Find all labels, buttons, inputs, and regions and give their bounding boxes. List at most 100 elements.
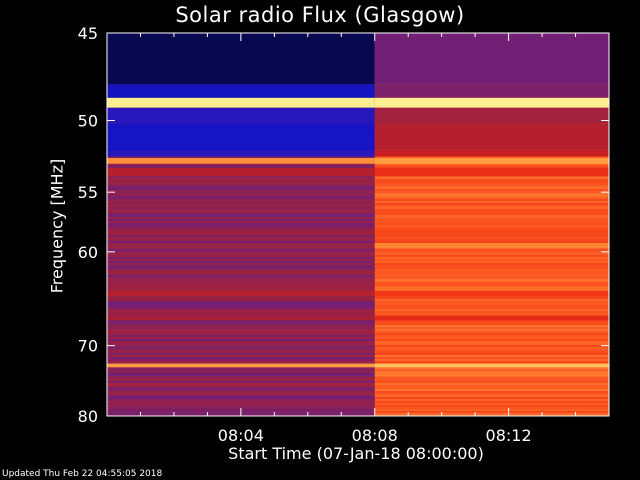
texture-row	[374, 381, 609, 383]
texture-row	[374, 281, 609, 283]
texture-row	[107, 229, 375, 231]
texture-row	[374, 221, 609, 223]
texture-row	[374, 165, 609, 167]
axis-ticks: 45 50 55 60 70 80 08:04 08:08 08:12	[78, 24, 609, 445]
texture-row	[107, 281, 375, 283]
texture-row	[374, 397, 609, 399]
texture-row	[374, 307, 609, 309]
texture-row	[374, 287, 609, 289]
texture-row	[374, 255, 609, 257]
texture-row	[374, 367, 609, 369]
texture-row	[107, 225, 375, 227]
texture-row	[107, 193, 375, 195]
texture-row	[374, 211, 609, 213]
texture-row	[107, 205, 375, 207]
texture-row	[107, 181, 375, 183]
texture-row	[107, 183, 375, 185]
texture-row	[107, 309, 375, 311]
texture-row	[374, 219, 609, 221]
texture-row	[374, 377, 609, 379]
texture-row	[107, 327, 375, 329]
texture-row	[107, 383, 375, 385]
texture-row	[107, 285, 375, 287]
texture-row	[374, 259, 609, 261]
spectrogram-heatmap	[107, 33, 609, 416]
texture-row	[107, 273, 375, 275]
texture-row	[374, 395, 609, 397]
texture-row	[374, 227, 609, 229]
texture-row	[107, 287, 375, 289]
texture-row	[107, 241, 375, 243]
texture-row	[107, 389, 375, 391]
texture-row	[374, 309, 609, 311]
texture-row	[374, 177, 609, 179]
texture-row	[107, 301, 375, 303]
texture-row	[107, 185, 375, 187]
texture-row	[107, 289, 375, 291]
texture-row	[374, 329, 609, 331]
frequency-band	[107, 290, 375, 296]
frequency-band	[107, 97, 375, 108]
texture-row	[374, 403, 609, 405]
texture-row	[374, 321, 609, 323]
texture-row	[107, 401, 375, 403]
texture-row	[107, 295, 375, 297]
texture-row	[107, 253, 375, 255]
texture-row	[107, 259, 375, 261]
texture-row	[374, 311, 609, 313]
texture-row	[374, 323, 609, 325]
texture-row	[374, 251, 609, 253]
texture-row	[374, 215, 609, 217]
texture-row	[374, 267, 609, 269]
texture-row	[107, 279, 375, 281]
texture-row	[107, 233, 375, 235]
texture-row	[107, 321, 375, 323]
x-axis-label: Start Time (07-Jan-18 08:00:00)	[228, 444, 484, 463]
texture-row	[107, 165, 375, 167]
texture-row	[374, 223, 609, 225]
texture-row	[107, 231, 375, 233]
texture-row	[107, 323, 375, 325]
texture-row	[374, 207, 609, 209]
frequency-band	[107, 107, 375, 124]
texture-row	[374, 339, 609, 341]
texture-row	[107, 331, 375, 333]
texture-row	[107, 271, 375, 273]
y-tick-label: 80	[78, 407, 98, 426]
texture-row	[374, 333, 609, 335]
texture-row	[107, 211, 375, 213]
texture-row	[107, 397, 375, 399]
texture-row	[107, 157, 375, 159]
texture-row	[374, 203, 609, 205]
texture-row	[374, 193, 609, 195]
texture-row	[107, 353, 375, 355]
texture-row	[374, 385, 609, 387]
texture-row	[107, 255, 375, 257]
texture-row	[107, 227, 375, 229]
texture-row	[107, 377, 375, 379]
texture-row	[374, 235, 609, 237]
texture-row	[107, 237, 375, 239]
texture-row	[107, 393, 375, 395]
texture-row	[107, 395, 375, 397]
frequency-band	[374, 242, 609, 249]
x-tick-label: 08:08	[352, 426, 398, 445]
texture-row	[107, 263, 375, 265]
texture-row	[374, 229, 609, 231]
texture-row	[107, 355, 375, 357]
texture-row	[374, 349, 609, 351]
texture-row	[374, 389, 609, 391]
texture-row	[374, 283, 609, 285]
texture-row	[107, 297, 375, 299]
y-tick-label: 70	[78, 337, 98, 356]
texture-row	[374, 205, 609, 207]
texture-row	[107, 267, 375, 269]
texture-row	[374, 335, 609, 337]
texture-row	[107, 339, 375, 341]
frequency-band	[107, 150, 375, 157]
chart-title: Solar radio Flux (Glasgow)	[175, 3, 465, 27]
frequency-band	[374, 167, 609, 177]
texture-row	[374, 371, 609, 373]
texture-row	[374, 277, 609, 279]
